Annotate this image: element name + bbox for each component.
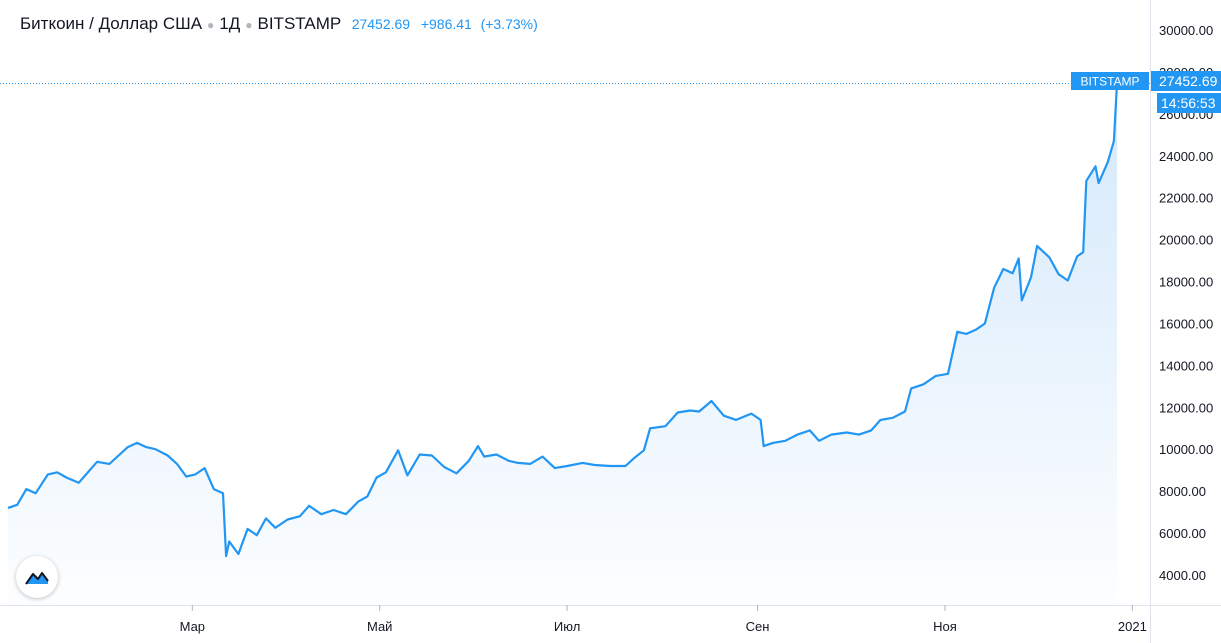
y-tick-label: 22000.00 [1159, 191, 1213, 206]
y-tick-label: 12000.00 [1159, 400, 1213, 415]
x-tick-label: Май [367, 619, 392, 634]
x-tick-label: Сен [746, 619, 770, 634]
legend-price: 27452.69 [351, 16, 411, 32]
x-tick-label: 2021 [1118, 619, 1147, 634]
y-tick-label: 18000.00 [1159, 275, 1213, 290]
y-tick-label: 16000.00 [1159, 316, 1213, 331]
exchange-tag-box [1071, 72, 1149, 90]
price-axis[interactable]: 30000.0028000.0026000.0024000.0022000.00… [1159, 23, 1213, 583]
price-tag-value: 27452.69 [1159, 73, 1218, 89]
chart-legend: Биткоин / Доллар США ● 1Д ● BITSTAMP 27452.6… [20, 14, 538, 34]
price-series-line [7, 83, 1119, 558]
y-tick-label: 30000.00 [1159, 23, 1213, 38]
countdown-tag-value: 14:56:53 [1161, 95, 1216, 111]
y-tick-label: 14000.00 [1159, 358, 1213, 373]
price-tag-box [1151, 71, 1221, 91]
y-tick-label: 8000.00 [1159, 484, 1206, 499]
last-price-tag: BITSTAMP 27452.69 14:56:53 [1071, 71, 1221, 113]
tradingview-logo-icon[interactable] [16, 556, 58, 598]
plot-area[interactable] [0, 83, 1150, 605]
countdown-tag-box [1157, 93, 1221, 113]
exchange-label: BITSTAMP [257, 14, 341, 33]
y-tick-label: 10000.00 [1159, 442, 1213, 457]
y-tick-label: 24000.00 [1159, 149, 1213, 164]
symbol-name[interactable]: Биткоин / Доллар США [20, 14, 203, 33]
separator-dot: ● [207, 17, 215, 32]
y-tick-label: 6000.00 [1159, 526, 1206, 541]
exchange-tag-label: BITSTAMP [1080, 75, 1139, 89]
x-tick-label: Мар [180, 619, 205, 634]
legend-change-percent: (+3.73%) [480, 16, 538, 32]
interval-label[interactable]: 1Д [219, 14, 241, 33]
x-tick-label: Ноя [933, 619, 957, 634]
y-tick-label: 4000.00 [1159, 568, 1206, 583]
legend-change: +986.41 [420, 16, 472, 32]
logo-glyph-icon [25, 572, 49, 585]
y-tick-label: 20000.00 [1159, 233, 1213, 248]
price-area-fill [8, 83, 1117, 605]
time-axis[interactable]: Мар Май Июл Сен Ноя 2021 [180, 605, 1147, 634]
x-tick-label: Июл [554, 619, 580, 634]
separator-dot: ● [245, 17, 253, 32]
